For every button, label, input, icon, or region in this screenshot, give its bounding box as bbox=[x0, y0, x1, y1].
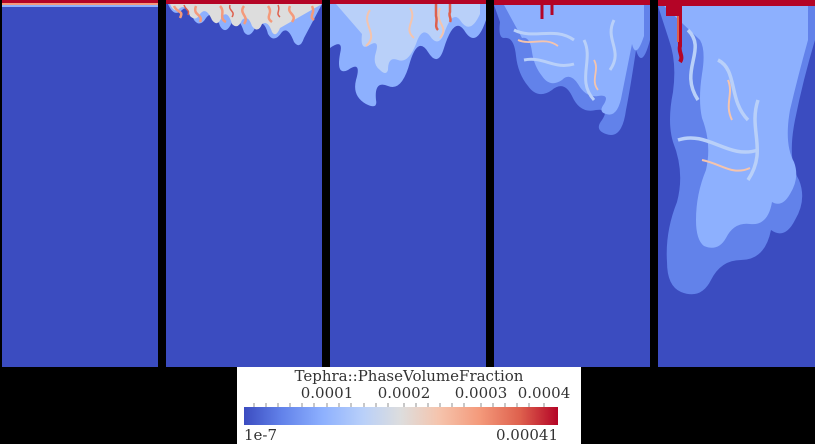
tephra-field-2 bbox=[166, 0, 322, 46]
legend-tick-label: 0.0002 bbox=[377, 384, 431, 402]
tephra-field-4 bbox=[494, 0, 650, 135]
legend-tick-label: 0.0003 bbox=[454, 384, 508, 402]
legend-min-label: 1e-7 bbox=[244, 426, 278, 444]
simulation-panel-1 bbox=[2, 0, 158, 367]
tephra-field-3 bbox=[330, 0, 486, 107]
legend-tick-label: 0.0004 bbox=[517, 384, 571, 402]
color-legend: Tephra::PhaseVolumeFraction 0.0001 0.000… bbox=[237, 367, 581, 444]
simulation-panel-4 bbox=[494, 0, 650, 367]
legend-max-label: 0.00041 bbox=[495, 426, 558, 444]
tephra-field-5 bbox=[658, 0, 815, 295]
legend-tick-label: 0.0001 bbox=[300, 384, 354, 402]
legend-title: Tephra::PhaseVolumeFraction bbox=[294, 367, 524, 385]
simulation-panel-2 bbox=[166, 0, 322, 367]
colormap-bar bbox=[244, 407, 558, 425]
legend-tick-marks bbox=[253, 403, 545, 407]
simulation-panel-3 bbox=[330, 0, 486, 367]
simulation-panel-5 bbox=[658, 0, 815, 367]
tephra-field-1 bbox=[2, 0, 158, 7]
